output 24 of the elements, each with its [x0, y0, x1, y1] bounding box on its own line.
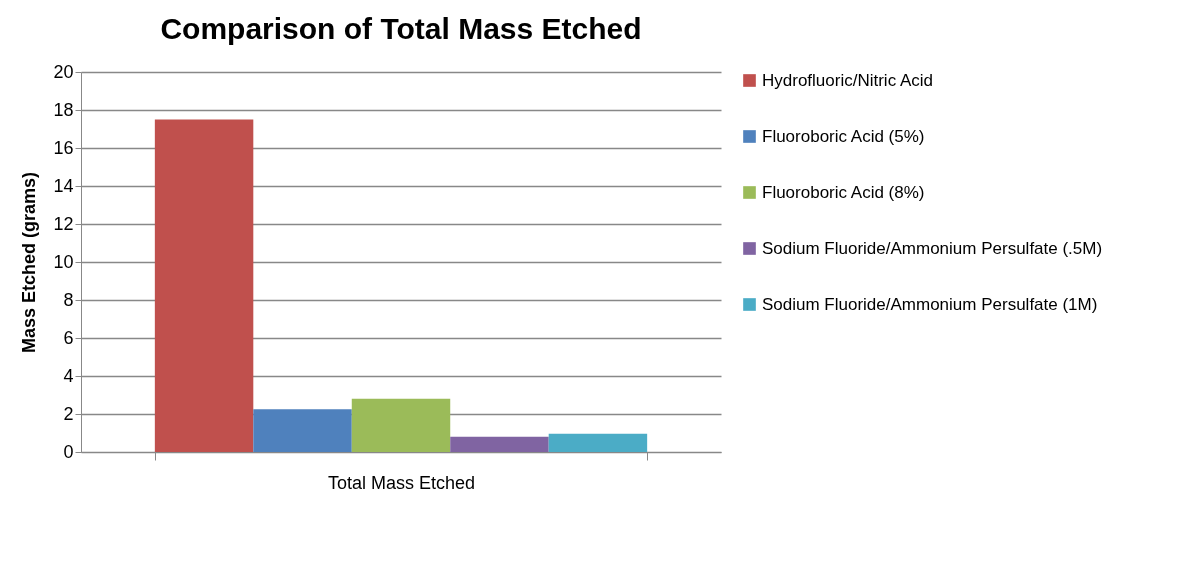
y-axis-title: Mass Etched (grams) — [19, 171, 40, 354]
bar — [351, 398, 451, 452]
legend-label: Sodium Fluoride/Ammonium Persulfate (1M) — [762, 294, 1098, 314]
y-tick-label: 4 — [63, 365, 74, 386]
y-tick-label: 12 — [53, 213, 74, 234]
chart-title: Comparison of Total Mass Etched — [160, 12, 642, 45]
legend-label: Fluoroboric Acid (5%) — [762, 126, 925, 146]
bar — [450, 436, 549, 452]
y-tick-label: 10 — [53, 251, 74, 272]
bar — [154, 119, 254, 452]
legend-label: Sodium Fluoride/Ammonium Persulfate (.5M) — [762, 238, 1103, 258]
y-tick-label: 6 — [63, 327, 74, 348]
y-tick-label: 8 — [63, 289, 74, 310]
bar — [253, 409, 352, 452]
bar — [548, 433, 648, 452]
legend-label: Fluoroboric Acid (8%) — [762, 182, 925, 202]
y-tick-label: 2 — [63, 403, 74, 424]
y-tick-label: 20 — [53, 61, 74, 82]
legend-label: Hydrofluoric/Nitric Acid — [762, 70, 933, 90]
y-tick-label: 16 — [53, 137, 74, 158]
x-tick-label: Total Mass Etched — [327, 472, 476, 493]
y-tick-label: 18 — [53, 99, 74, 120]
y-tick-label: 0 — [63, 441, 74, 462]
y-tick-label: 14 — [53, 175, 74, 196]
